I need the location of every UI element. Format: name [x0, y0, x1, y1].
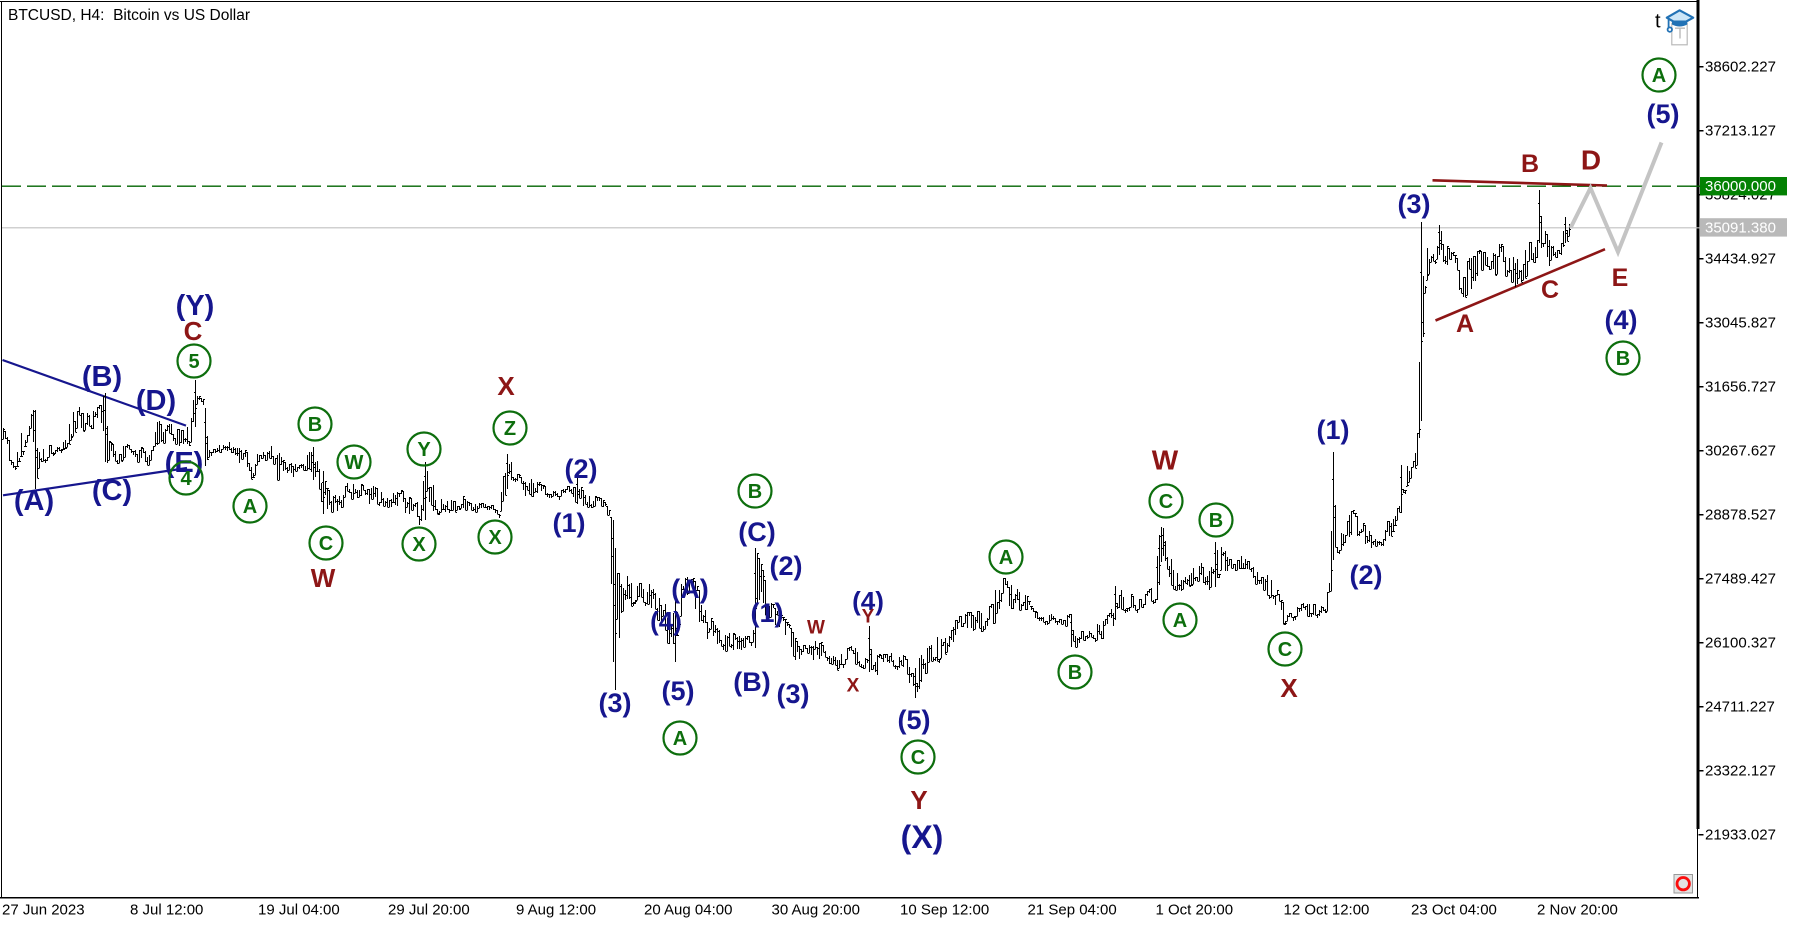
svg-text:(D): (D): [136, 385, 176, 417]
svg-text:Y: Y: [862, 607, 875, 628]
svg-text:X: X: [497, 371, 515, 401]
svg-text:8 Jul 12:00: 8 Jul 12:00: [130, 902, 203, 919]
svg-text:(3): (3): [599, 688, 632, 718]
svg-text:35091.380: 35091.380: [1705, 219, 1776, 236]
svg-text:(4): (4): [650, 606, 682, 636]
svg-text:(2): (2): [770, 551, 803, 581]
svg-text:C: C: [184, 316, 203, 346]
svg-text:A: A: [1456, 310, 1474, 338]
svg-text:(4): (4): [852, 586, 884, 616]
svg-text:B: B: [748, 481, 762, 503]
svg-text:B: B: [1209, 510, 1223, 532]
svg-text:t: t: [1655, 11, 1661, 33]
svg-text:38602.227: 38602.227: [1705, 58, 1776, 75]
svg-text:Y: Y: [417, 439, 431, 461]
svg-text:26100.327: 26100.327: [1705, 634, 1776, 651]
svg-text:(1): (1): [1317, 415, 1350, 445]
svg-text:W: W: [345, 452, 364, 474]
svg-text:D: D: [1581, 145, 1601, 176]
svg-text:24711.227: 24711.227: [1705, 698, 1775, 715]
svg-text:30267.627: 30267.627: [1705, 442, 1776, 459]
svg-text:E: E: [1612, 264, 1629, 292]
svg-text:20 Aug 04:00: 20 Aug 04:00: [644, 902, 732, 919]
svg-text:(4): (4): [1605, 305, 1638, 335]
svg-text:B: B: [1521, 150, 1539, 178]
svg-text:W: W: [807, 618, 825, 639]
svg-text:31656.727: 31656.727: [1705, 378, 1776, 395]
svg-text:(B): (B): [82, 361, 122, 393]
svg-text:C: C: [1278, 639, 1292, 661]
svg-text:29 Jul 20:00: 29 Jul 20:00: [388, 902, 470, 919]
svg-text:(3): (3): [1398, 189, 1431, 219]
svg-text:Y: Y: [910, 785, 927, 815]
svg-text:(5): (5): [662, 676, 695, 706]
svg-text:C: C: [1159, 491, 1173, 513]
svg-text:36000.000: 36000.000: [1705, 178, 1776, 195]
svg-text:1 Oct 20:00: 1 Oct 20:00: [1156, 902, 1234, 919]
svg-text:C: C: [911, 747, 925, 769]
svg-text:37213.127: 37213.127: [1705, 122, 1776, 139]
svg-text:4: 4: [180, 468, 192, 490]
svg-text:(B): (B): [733, 667, 770, 697]
svg-text:12 Oct 12:00: 12 Oct 12:00: [1284, 902, 1370, 919]
svg-text:X: X: [1280, 673, 1298, 703]
svg-text:(C): (C): [92, 475, 132, 507]
svg-text:27 Jun 2023: 27 Jun 2023: [2, 902, 85, 919]
svg-text:(2): (2): [1350, 560, 1383, 590]
svg-text:21933.027: 21933.027: [1705, 826, 1776, 843]
svg-text:C: C: [1541, 276, 1559, 304]
svg-text:5: 5: [188, 351, 199, 373]
svg-text:C: C: [319, 533, 333, 555]
svg-text:30 Aug 20:00: 30 Aug 20:00: [772, 902, 860, 919]
svg-text:10 Sep 12:00: 10 Sep 12:00: [900, 902, 989, 919]
svg-text:A: A: [1652, 65, 1666, 87]
svg-text:21 Sep 04:00: 21 Sep 04:00: [1028, 902, 1117, 919]
svg-text:(3): (3): [777, 679, 810, 709]
svg-text:X: X: [847, 676, 860, 697]
svg-text:(5): (5): [1647, 99, 1680, 129]
svg-text:2 Nov 20:00: 2 Nov 20:00: [1537, 902, 1618, 919]
svg-text:(Y): (Y): [176, 290, 215, 322]
svg-text:23322.127: 23322.127: [1705, 762, 1776, 779]
svg-text:B: B: [1616, 348, 1630, 370]
svg-text:B: B: [1068, 662, 1082, 684]
svg-text:9 Aug 12:00: 9 Aug 12:00: [516, 902, 596, 919]
svg-text:(5): (5): [898, 705, 931, 735]
svg-text:BTCUSD, H4: Bitcoin vs US Dol: BTCUSD, H4: Bitcoin vs US Dollar: [8, 7, 250, 24]
svg-text:A: A: [243, 496, 257, 518]
svg-text:(1): (1): [751, 598, 784, 628]
svg-text:X: X: [412, 534, 426, 556]
svg-text:A: A: [673, 728, 687, 750]
svg-text:W: W: [311, 563, 336, 593]
svg-text:23 Oct 04:00: 23 Oct 04:00: [1411, 902, 1497, 919]
svg-text:(X): (X): [901, 819, 944, 855]
svg-text:A: A: [999, 547, 1013, 569]
svg-text:27489.427: 27489.427: [1705, 570, 1776, 587]
svg-text:(C): (C): [738, 517, 775, 547]
svg-text:W: W: [1152, 445, 1179, 476]
svg-text:33045.827: 33045.827: [1705, 314, 1776, 331]
svg-text:34434.927: 34434.927: [1705, 250, 1776, 267]
svg-text:X: X: [488, 527, 502, 549]
svg-text:B: B: [308, 414, 322, 436]
svg-text:28878.527: 28878.527: [1705, 506, 1776, 523]
svg-text:(A): (A): [671, 574, 708, 604]
svg-text:(2): (2): [565, 454, 598, 484]
svg-text:A: A: [1173, 610, 1187, 632]
svg-text:(1): (1): [553, 508, 586, 538]
svg-text:Z: Z: [504, 418, 516, 440]
svg-text:19 Jul 04:00: 19 Jul 04:00: [258, 902, 340, 919]
svg-text:(A): (A): [14, 485, 54, 517]
